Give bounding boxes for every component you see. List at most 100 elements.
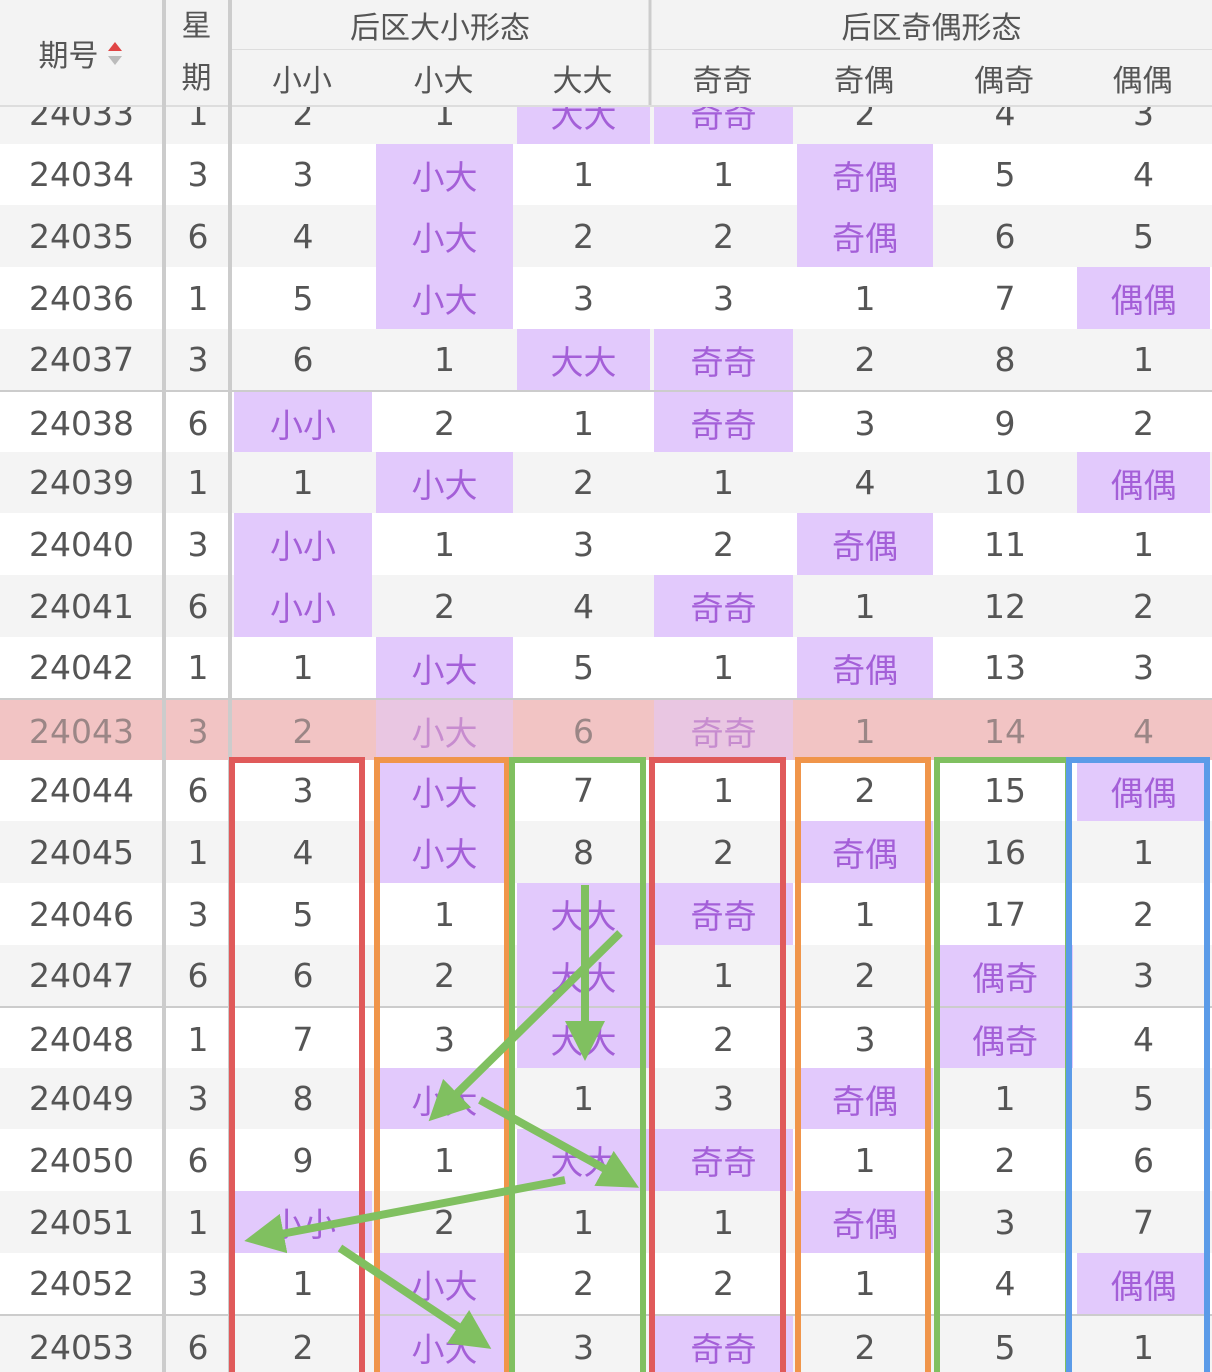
miss-count: 1 bbox=[854, 1264, 876, 1304]
miss-count: 7 bbox=[573, 771, 594, 811]
miss-count: 7 bbox=[292, 1019, 314, 1059]
miss-count: 1 bbox=[854, 278, 876, 318]
header-column: 偶偶 bbox=[1075, 51, 1210, 104]
miss-count: 3 bbox=[434, 1019, 455, 1059]
miss-count: 4 bbox=[994, 1264, 1016, 1304]
form-cell: 偶奇 bbox=[937, 1008, 1073, 1071]
header-weekday: 星期 bbox=[165, 0, 228, 105]
miss-count: 1 bbox=[713, 463, 734, 503]
form-cell: 奇偶 bbox=[797, 821, 933, 884]
miss-count: 1 bbox=[1133, 340, 1154, 380]
table-row: 24047662大大12偶奇3 bbox=[0, 944, 1212, 1007]
miss-count: 1 bbox=[292, 463, 314, 503]
header-column: 小大 bbox=[374, 51, 513, 104]
miss-count: 1 bbox=[713, 648, 734, 688]
miss-count: 2 bbox=[1133, 894, 1154, 934]
miss-count: 4 bbox=[292, 832, 314, 872]
miss-count: 8 bbox=[573, 832, 594, 872]
weekday: 6 bbox=[187, 586, 209, 626]
weekday: 1 bbox=[187, 648, 209, 688]
period: 24044 bbox=[29, 771, 134, 811]
period: 24035 bbox=[29, 216, 134, 256]
period: 24039 bbox=[29, 463, 134, 503]
miss-count: 1 bbox=[994, 1079, 1016, 1119]
form-cell: 奇奇 bbox=[654, 392, 793, 455]
form-cell: 奇奇 bbox=[654, 575, 793, 637]
miss-count: 1 bbox=[713, 771, 734, 811]
period: 24046 bbox=[29, 894, 134, 934]
header-column: 奇奇 bbox=[652, 51, 793, 104]
table-row: 2404938小大13奇偶15 bbox=[0, 1067, 1212, 1130]
form-cell: 奇偶 bbox=[797, 1067, 933, 1130]
miss-count: 4 bbox=[292, 216, 314, 256]
form-cell: 偶偶 bbox=[1077, 1252, 1210, 1315]
weekday: 6 bbox=[187, 403, 209, 443]
weekday: 1 bbox=[187, 1202, 209, 1242]
form-cell: 小大 bbox=[376, 143, 513, 206]
form-cell: 小小 bbox=[234, 392, 372, 455]
weekday: 1 bbox=[187, 463, 209, 503]
miss-count: 5 bbox=[994, 155, 1016, 195]
miss-count: 6 bbox=[292, 956, 314, 996]
miss-count: 3 bbox=[713, 1079, 734, 1119]
miss-count: 5 bbox=[292, 894, 314, 934]
miss-count: 2 bbox=[713, 524, 734, 564]
weekday: 6 bbox=[187, 1140, 209, 1180]
form-cell: 奇偶 bbox=[797, 513, 933, 576]
table-row: 24040 3 小小 1 3 2 奇偶 11 1 bbox=[0, 513, 1212, 576]
period: 24036 bbox=[29, 278, 134, 318]
miss-count: 7 bbox=[1133, 1202, 1154, 1242]
period: 24051 bbox=[29, 1202, 134, 1242]
form-cell: 小大 bbox=[376, 267, 513, 329]
miss-count: 14 bbox=[984, 711, 1026, 751]
table-row: 24043 3 2 小大 6 奇奇 1 14 4 bbox=[0, 698, 1212, 763]
miss-count: 1 bbox=[573, 1202, 594, 1242]
table-row: 24035 6 4 小大 2 2 奇偶 6 5 bbox=[0, 205, 1212, 268]
miss-count: 5 bbox=[1133, 1079, 1154, 1119]
header-period[interactable]: 期号 bbox=[0, 0, 163, 105]
form-cell: 奇偶 bbox=[797, 636, 933, 699]
miss-count: 1 bbox=[434, 340, 455, 380]
miss-count: 3 bbox=[1133, 956, 1154, 996]
weekday: 1 bbox=[187, 1019, 209, 1059]
miss-count: 2 bbox=[573, 1264, 594, 1304]
header-column: 小小 bbox=[232, 51, 372, 104]
weekday: 3 bbox=[187, 711, 209, 751]
period: 24045 bbox=[29, 832, 134, 872]
period: 24050 bbox=[29, 1140, 134, 1180]
miss-count: 1 bbox=[292, 648, 314, 688]
miss-count: 3 bbox=[573, 524, 594, 564]
miss-count: 7 bbox=[994, 278, 1016, 318]
miss-count: 1 bbox=[1133, 1327, 1154, 1367]
form-cell: 小大 bbox=[376, 759, 513, 822]
form-cell: 偶偶 bbox=[1077, 267, 1210, 329]
weekday: 6 bbox=[187, 1327, 209, 1367]
form-cell: 小小 bbox=[234, 575, 372, 637]
table-row: 24045 1 4 小大 8 2 奇偶 16 1 bbox=[0, 821, 1212, 884]
table-row: 24036 1 5 小大 3 3 1 7 偶偶 bbox=[0, 267, 1212, 329]
miss-count: 1 bbox=[854, 711, 876, 751]
form-cell: 偶奇 bbox=[937, 944, 1073, 1007]
miss-count: 2 bbox=[573, 463, 594, 503]
weekday: 3 bbox=[187, 1264, 209, 1304]
miss-count: 3 bbox=[573, 278, 594, 318]
form-cell: 大大 bbox=[517, 328, 650, 391]
weekday: 3 bbox=[187, 524, 209, 564]
form-cell: 偶偶 bbox=[1077, 451, 1210, 514]
miss-count: 2 bbox=[434, 403, 455, 443]
miss-count: 2 bbox=[1133, 586, 1154, 626]
form-cell: 偶偶 bbox=[1077, 759, 1210, 822]
miss-count: 3 bbox=[292, 771, 314, 811]
miss-count: 3 bbox=[854, 1019, 876, 1059]
miss-count: 1 bbox=[1133, 832, 1154, 872]
period: 24048 bbox=[29, 1019, 134, 1059]
miss-count: 3 bbox=[854, 403, 876, 443]
miss-count: 16 bbox=[984, 832, 1026, 872]
sort-icon bbox=[107, 41, 122, 65]
miss-count: 1 bbox=[1133, 524, 1154, 564]
miss-count: 2 bbox=[1133, 403, 1154, 443]
table-row: 24038 6 小小 2 1 奇奇 3 9 2 bbox=[0, 390, 1212, 455]
miss-count: 2 bbox=[434, 1202, 455, 1242]
form-cell: 小大 bbox=[376, 1252, 513, 1315]
